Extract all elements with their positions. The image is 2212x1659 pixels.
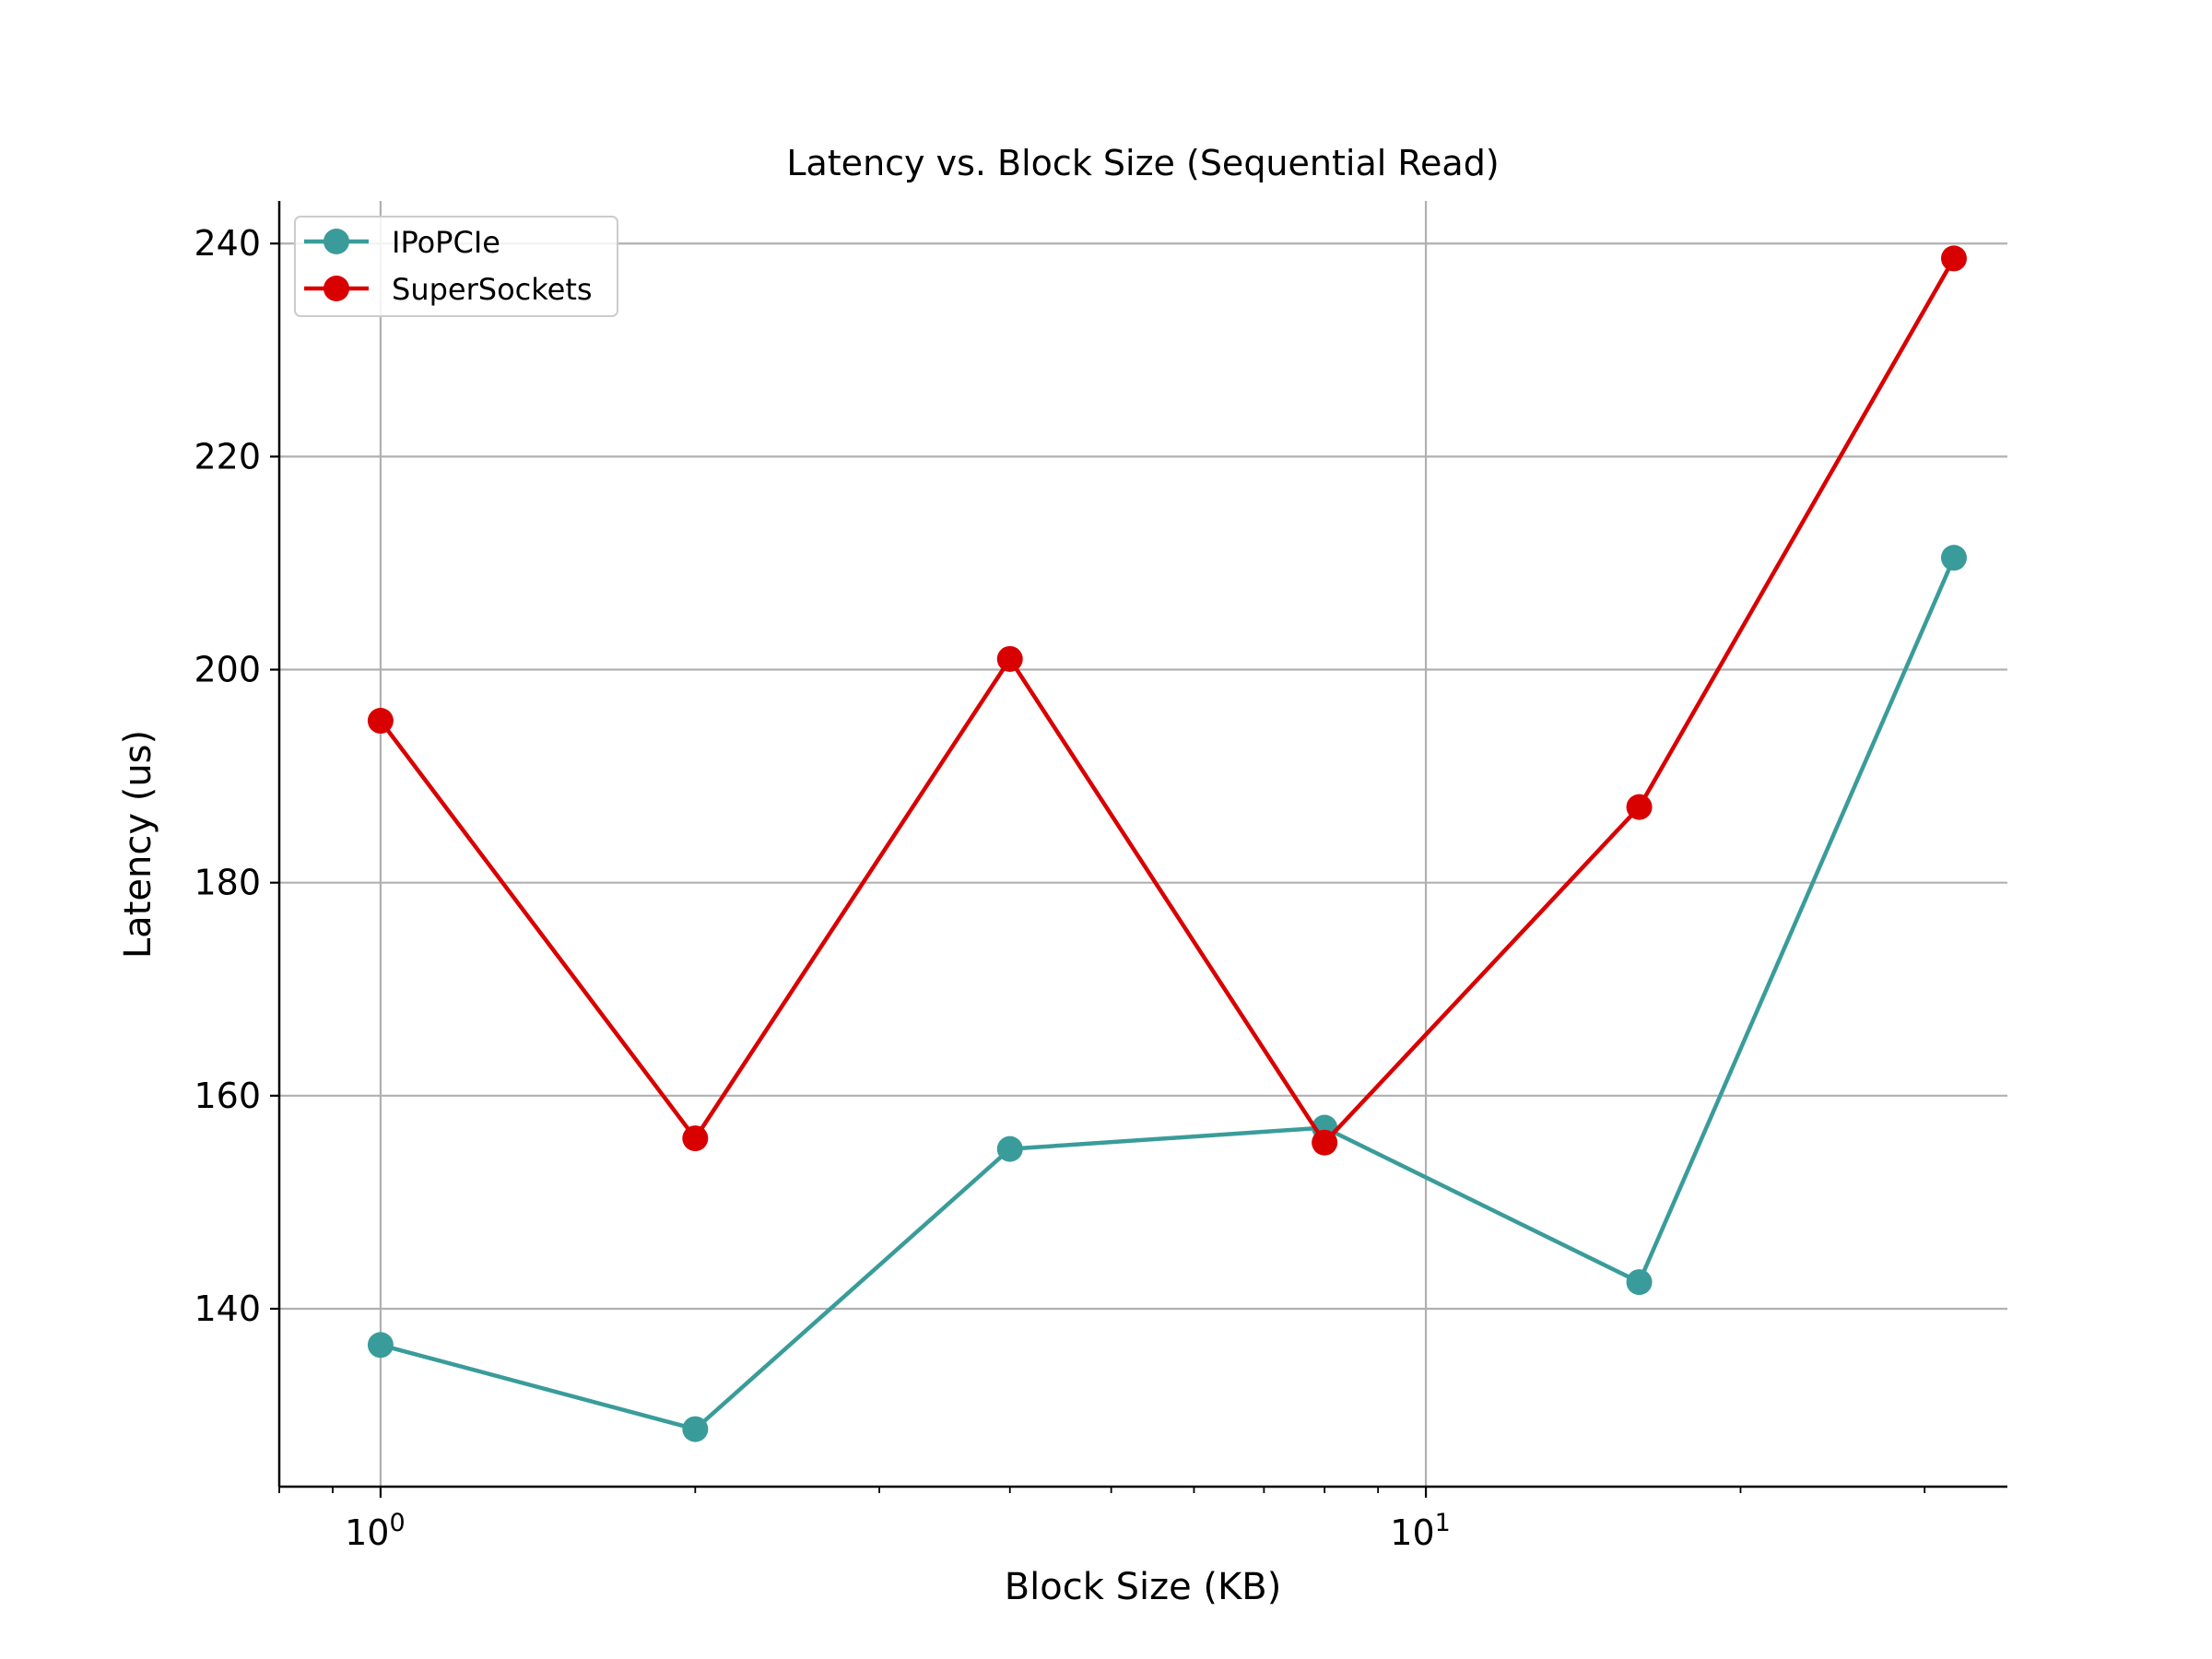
y-tick-label: 200 [194, 650, 261, 690]
series-line-ipopcie [380, 557, 1957, 1431]
gridlines [279, 201, 2007, 1487]
y-ticks: 140 160 180 200 220 240 [194, 223, 279, 1329]
y-axis-label: Latency (us) [117, 730, 159, 959]
legend: IPoPCIe SuperSockets [294, 216, 618, 317]
chart-title: Latency vs. Block Size (Sequential Read) [786, 143, 1499, 183]
data-point-supersockets [1312, 1129, 1338, 1156]
data-point-supersockets [1940, 245, 1967, 272]
legend-marker-ipopcie [324, 229, 349, 254]
data-point-supersockets [682, 1125, 709, 1152]
legend-box [294, 216, 618, 317]
data-point-ipopcie [1940, 545, 1967, 571]
data-point-ipopcie [367, 1332, 394, 1359]
x-tick-label: 101 [1390, 1509, 1451, 1553]
y-tick-label: 140 [194, 1288, 261, 1329]
legend-label-ipopcie: IPoPCIe [392, 225, 500, 260]
series-layer [367, 245, 1967, 1442]
data-point-supersockets [367, 708, 394, 735]
data-point-supersockets [1626, 794, 1653, 820]
data-point-supersockets [996, 645, 1023, 672]
x-ticks: 100 101 [278, 1487, 1926, 1553]
y-tick-label: 240 [194, 223, 261, 264]
data-point-ipopcie [1626, 1269, 1653, 1296]
data-point-ipopcie [996, 1135, 1023, 1162]
series-ipopcie [367, 545, 1967, 1442]
series-supersockets [367, 245, 1967, 1156]
y-tick-label: 160 [194, 1076, 261, 1116]
legend-label-supersockets: SuperSockets [392, 272, 593, 307]
series-line-supersockets [379, 257, 1956, 1145]
y-tick-label: 220 [194, 436, 261, 477]
data-point-ipopcie [682, 1416, 709, 1442]
x-tick-label: 100 [345, 1509, 406, 1553]
y-tick-label: 180 [194, 863, 261, 903]
axes [277, 201, 2007, 1488]
legend-marker-supersockets [324, 276, 349, 301]
x-axis-label: Block Size (KB) [1005, 1566, 1282, 1608]
